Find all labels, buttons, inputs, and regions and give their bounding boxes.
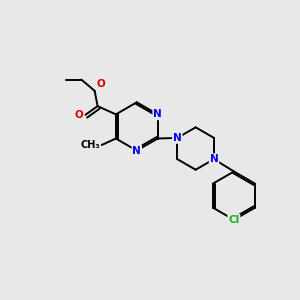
- Text: O: O: [96, 79, 105, 89]
- Text: CH₃: CH₃: [81, 140, 100, 150]
- Text: N: N: [132, 146, 141, 156]
- Text: N: N: [173, 133, 182, 143]
- Text: Cl: Cl: [228, 215, 239, 225]
- Text: O: O: [75, 110, 84, 120]
- Text: N: N: [153, 110, 162, 119]
- Text: N: N: [210, 154, 218, 164]
